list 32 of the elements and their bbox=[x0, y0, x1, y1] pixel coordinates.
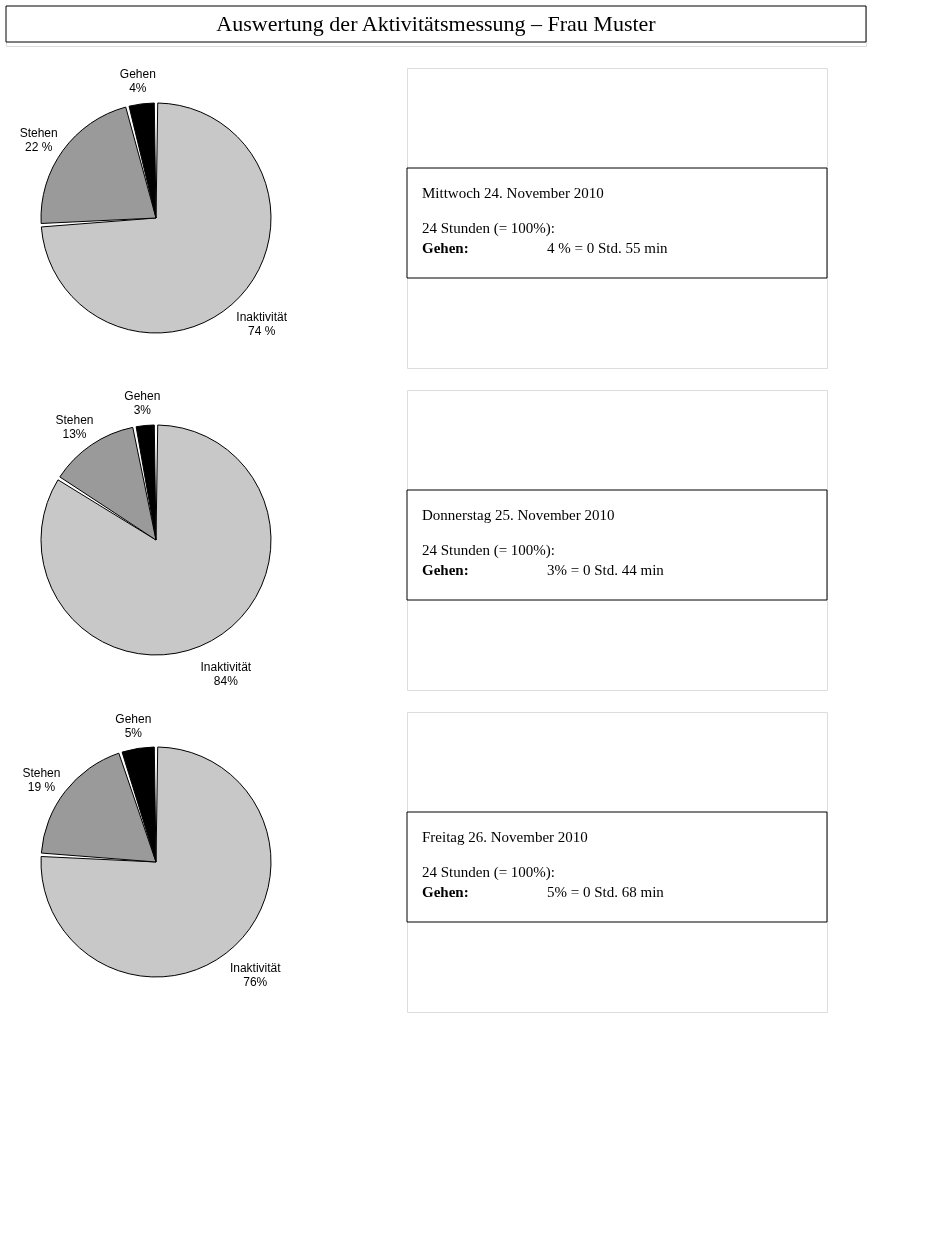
slice-label: Inaktivität bbox=[236, 310, 288, 325]
text: Gehen: bbox=[422, 562, 469, 578]
data-label: 4% bbox=[129, 81, 147, 96]
data-label: 74 % bbox=[248, 324, 276, 339]
data-label: 84% bbox=[213, 674, 239, 689]
text: 4 % = 0 Std. 55 min bbox=[547, 240, 669, 256]
data-label: 3% bbox=[133, 402, 152, 417]
text: Gehen: bbox=[422, 884, 469, 900]
data-label: 5% bbox=[124, 725, 143, 740]
slice-label: Gehen bbox=[124, 388, 161, 403]
slice-label: Stehen bbox=[19, 125, 58, 140]
text: Freitag 26. November 2010 bbox=[422, 829, 588, 845]
slice-label: Stehen bbox=[22, 766, 61, 781]
slice-label: Gehen bbox=[119, 67, 156, 82]
text: 24 Stunden (= 100%): bbox=[422, 542, 556, 559]
data-label: 22 % bbox=[25, 139, 53, 154]
text: Donnerstag 25. November 2010 bbox=[422, 507, 615, 523]
text: 24 Stunden (= 100%): bbox=[422, 864, 556, 881]
text: 3% = 0 Std. 44 min bbox=[547, 562, 665, 578]
text: Mittwoch 24. November 2010 bbox=[422, 185, 604, 201]
slice-label: Inaktivität bbox=[229, 960, 282, 975]
slice-label: Gehen bbox=[115, 711, 152, 726]
slice-label: Inaktivität bbox=[200, 660, 252, 675]
text: 24 Stunden (= 100%): bbox=[422, 220, 556, 237]
text: Gehen: bbox=[422, 240, 469, 256]
text: 5% = 0 Std. 68 min bbox=[547, 884, 665, 900]
pie-slice bbox=[40, 424, 272, 656]
data-label: 76% bbox=[243, 974, 268, 989]
text: Auswertung der Aktivitätsmessung – Frau Muster bbox=[216, 11, 657, 36]
data-label: 19 % bbox=[27, 780, 56, 795]
slice-label: Stehen bbox=[55, 413, 94, 428]
data-label: 13% bbox=[62, 427, 87, 442]
